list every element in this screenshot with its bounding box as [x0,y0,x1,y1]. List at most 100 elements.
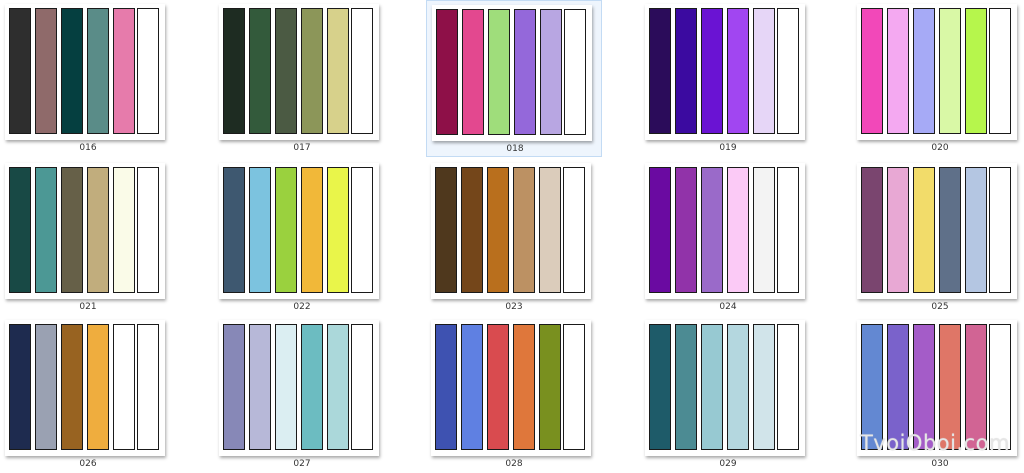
palette-thumbnail[interactable]: 025 [852,159,1024,316]
color-swatch [436,9,458,135]
thumbnail-label: 016 [79,143,97,153]
color-swatch [87,324,109,450]
palette-card [5,163,165,299]
color-swatch [487,324,509,450]
color-swatch [327,167,349,293]
thumbnail-label: 026 [79,459,97,469]
color-swatch [327,324,349,450]
color-swatch [87,167,109,293]
color-swatch [61,167,83,293]
color-swatch [514,9,536,135]
color-swatch [275,8,297,134]
palette-card [431,320,591,456]
palette-card [645,4,805,140]
color-swatch [301,8,323,134]
color-swatch [351,167,373,293]
palette-thumbnail[interactable]: 030 [852,316,1024,473]
thumbnail-label: 019 [719,143,737,153]
color-swatch [462,9,484,135]
color-swatch [113,167,135,293]
color-swatch [9,324,31,450]
palette-card [431,163,591,299]
color-swatch [461,324,483,450]
color-swatch [777,8,799,134]
thumbnail-label: 017 [293,143,311,153]
palette-card [219,163,379,299]
color-swatch [727,167,749,293]
palette-card [5,320,165,456]
palette-card [219,320,379,456]
color-swatch [35,324,57,450]
color-swatch [351,8,373,134]
color-swatch [301,324,323,450]
color-swatch [649,8,671,134]
palette-card [645,320,805,456]
palette-card [432,5,592,141]
thumbnail-label: 027 [293,459,311,469]
thumbnail-label: 028 [505,459,523,469]
palette-card [857,163,1017,299]
palette-card [857,4,1017,140]
thumbnail-label: 023 [505,302,523,312]
color-swatch [249,324,271,450]
color-swatch [701,8,723,134]
palette-thumbnail[interactable]: 026 [0,316,176,473]
thumbnail-label: 021 [79,302,97,312]
palette-card [645,163,805,299]
palette-thumbnail[interactable]: 023 [426,159,602,316]
palette-thumbnail[interactable]: 018 [426,0,602,157]
thumbnail-label: 022 [293,302,311,312]
palette-card [857,320,1017,456]
color-swatch [753,167,775,293]
color-swatch [701,167,723,293]
thumbnail-label: 025 [931,302,949,312]
palette-thumbnail[interactable]: 019 [640,0,816,157]
color-swatch [249,8,271,134]
color-swatch [777,167,799,293]
color-swatch [727,8,749,134]
color-swatch [540,9,562,135]
palette-thumbnail[interactable]: 022 [214,159,390,316]
palette-thumbnail[interactable]: 017 [214,0,390,157]
color-swatch [61,324,83,450]
palette-thumbnail[interactable]: 029 [640,316,816,473]
color-swatch [913,8,935,134]
thumbnail-label: 018 [506,144,524,154]
watermark-text: TvoiOboi.com [859,431,1010,455]
color-swatch [249,167,271,293]
thumbnail-label: 029 [719,459,737,469]
color-swatch [701,324,723,450]
color-swatch [351,324,373,450]
color-swatch [275,167,297,293]
color-swatch [564,9,586,135]
color-swatch [513,167,535,293]
palette-thumbnail[interactable]: 020 [852,0,1024,157]
color-swatch [9,167,31,293]
color-swatch [675,8,697,134]
color-swatch [61,8,83,134]
color-swatch [137,167,159,293]
color-swatch [777,324,799,450]
palette-thumbnail[interactable]: 024 [640,159,816,316]
palette-thumbnail[interactable]: 028 [426,316,602,473]
palette-thumbnail[interactable]: 021 [0,159,176,316]
color-swatch [939,324,961,450]
color-swatch [727,324,749,450]
color-swatch [887,8,909,134]
color-swatch [513,324,535,450]
color-swatch [965,8,987,134]
color-swatch [488,9,510,135]
color-swatch [275,324,297,450]
palette-thumbnail[interactable]: 016 [0,0,176,157]
palette-thumbnail[interactable]: 027 [214,316,390,473]
color-swatch [939,167,961,293]
color-swatch [887,167,909,293]
color-swatch [487,167,509,293]
color-swatch [913,324,935,450]
color-swatch [675,167,697,293]
color-swatch [9,8,31,134]
color-swatch [989,8,1011,134]
color-swatch [137,8,159,134]
color-swatch [675,324,697,450]
